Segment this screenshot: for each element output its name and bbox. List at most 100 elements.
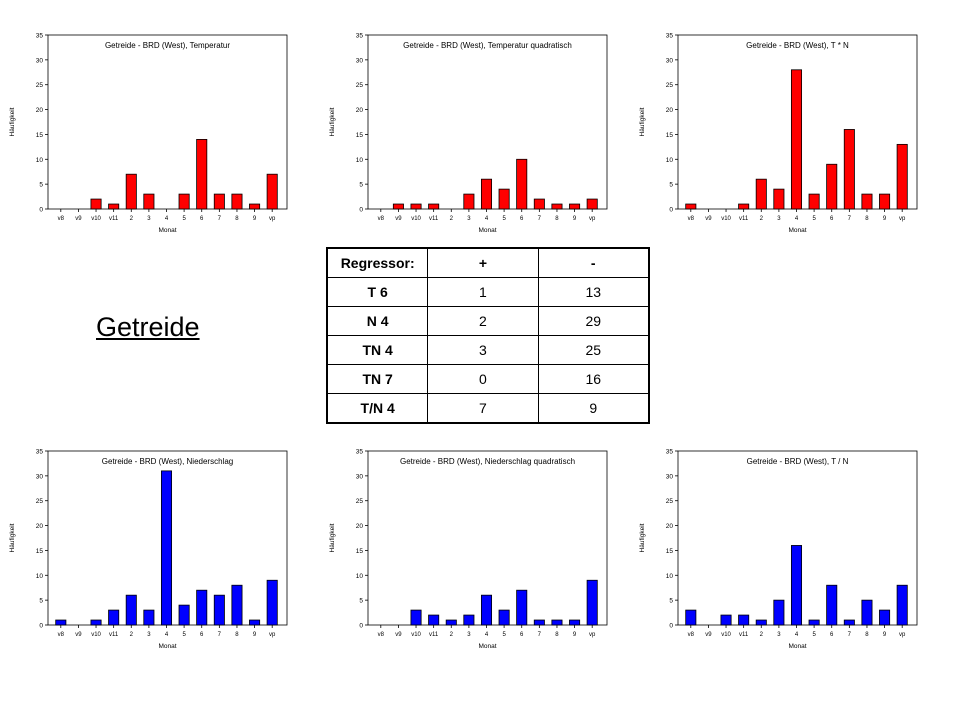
bar — [125, 173, 137, 210]
row-minus-value: 9 — [537, 393, 650, 424]
bar — [720, 614, 732, 626]
y-tick-label: 5 — [359, 598, 363, 605]
bar — [108, 203, 120, 210]
table-row: N 4 2 29 — [326, 306, 650, 336]
bar — [879, 193, 891, 210]
x-axis-label: Monat — [158, 643, 176, 650]
bar — [773, 599, 785, 626]
plot-frame — [47, 34, 288, 210]
bar — [266, 173, 278, 210]
y-tick-label: 0 — [669, 207, 673, 214]
x-tick-label: v8 — [378, 632, 385, 638]
bar — [738, 614, 750, 626]
x-tick-label: v8 — [688, 632, 695, 638]
row-label: N 4 — [326, 306, 429, 336]
y-tick-label: 5 — [359, 182, 363, 189]
y-tick-label: 25 — [356, 82, 364, 89]
bar — [569, 203, 581, 210]
bar — [586, 198, 598, 210]
bar — [843, 619, 855, 626]
y-tick-label: 10 — [36, 573, 44, 580]
y-tick-label: 30 — [36, 473, 44, 480]
x-tick-label: 9 — [573, 216, 577, 222]
x-tick-label: v11 — [109, 216, 119, 222]
x-tick-label: v8 — [58, 216, 65, 222]
row-minus-value: 13 — [537, 277, 650, 307]
bar — [463, 614, 475, 626]
x-tick-label: 9 — [253, 216, 257, 222]
x-axis-label: Monat — [788, 227, 806, 234]
bar — [90, 198, 102, 210]
bar — [55, 619, 67, 626]
chart-title: Getreide - BRD (West), Niederschlag — [102, 457, 233, 466]
x-tick-label: v8 — [58, 632, 65, 638]
bar — [738, 203, 750, 210]
bar — [266, 579, 278, 626]
x-tick-label: 9 — [573, 632, 577, 638]
x-tick-label: vp — [899, 632, 906, 638]
chart-title: Getreide - BRD (West), Niederschlag quad… — [400, 457, 575, 466]
x-tick-label: 4 — [485, 216, 489, 222]
x-tick-label: 8 — [865, 632, 869, 638]
y-tick-label: 10 — [356, 157, 364, 164]
bar — [249, 203, 261, 210]
y-tick-label: 30 — [356, 57, 364, 64]
bar — [896, 584, 908, 626]
bar — [480, 178, 493, 210]
x-tick-label: 4 — [165, 216, 169, 222]
x-tick-label: v11 — [739, 216, 749, 222]
x-tick-label: v9 — [75, 216, 82, 222]
y-tick-label: 25 — [36, 82, 44, 89]
y-tick-label: 0 — [359, 623, 363, 630]
x-tick-label: 2 — [130, 216, 134, 222]
x-tick-label: v11 — [109, 632, 119, 638]
y-tick-label: 5 — [669, 182, 673, 189]
bar — [428, 614, 440, 626]
y-tick-label: 5 — [669, 598, 673, 605]
bar — [196, 589, 208, 626]
x-tick-label: 8 — [555, 216, 559, 222]
row-label: T 6 — [326, 277, 429, 307]
y-tick-label: 35 — [356, 449, 364, 456]
y-tick-label: 15 — [666, 132, 674, 139]
bar — [231, 584, 243, 626]
bar — [861, 599, 873, 626]
chart-temperatur-quadratisch: 0 5 10 15 20 25 30 35 Häufigkeit Getreide - BRD (… — [320, 25, 610, 240]
x-tick-label: v9 — [75, 632, 82, 638]
y-axis-label: Häufigkeit — [9, 523, 16, 552]
y-axis-label: Häufigkeit — [639, 107, 646, 136]
y-tick-label: 20 — [356, 523, 364, 530]
bar — [755, 619, 767, 626]
y-tick-label: 35 — [36, 33, 44, 40]
x-tick-label: vp — [269, 216, 276, 222]
y-tick-label: 10 — [666, 573, 674, 580]
x-tick-label: v11 — [429, 216, 439, 222]
y-axis-label: Häufigkeit — [9, 107, 16, 136]
x-tick-label: 3 — [147, 632, 151, 638]
bar — [879, 609, 891, 626]
x-tick-label: 2 — [130, 632, 134, 638]
table-header-minus: - — [537, 247, 650, 278]
y-tick-label: 35 — [666, 33, 674, 40]
x-tick-label: 3 — [777, 216, 781, 222]
bar — [213, 594, 225, 626]
y-axis-label: Häufigkeit — [329, 523, 336, 552]
y-tick-label: 30 — [666, 57, 674, 64]
x-tick-label: 4 — [795, 216, 799, 222]
x-tick-label: 8 — [235, 632, 239, 638]
table-row: TN 4 3 25 — [326, 335, 650, 365]
table-header-row: Regressor: + - — [326, 247, 650, 278]
bar — [551, 203, 563, 210]
chart-niederschlag: 0 5 10 15 20 25 30 35 Häufigkeit Getreide - BRD (… — [0, 441, 290, 656]
x-tick-label: 4 — [485, 632, 489, 638]
chart-temperatur: 0 5 10 15 20 25 30 35 Häufigkeit Getreide - BRD (… — [0, 25, 290, 240]
chart-title: Getreide - BRD (West), T / N — [747, 457, 849, 466]
y-tick-label: 30 — [356, 473, 364, 480]
y-tick-label: 20 — [36, 107, 44, 114]
y-tick-label: 0 — [359, 207, 363, 214]
y-tick-label: 15 — [356, 548, 364, 555]
x-tick-label: 5 — [812, 216, 816, 222]
x-tick-label: 3 — [147, 216, 151, 222]
